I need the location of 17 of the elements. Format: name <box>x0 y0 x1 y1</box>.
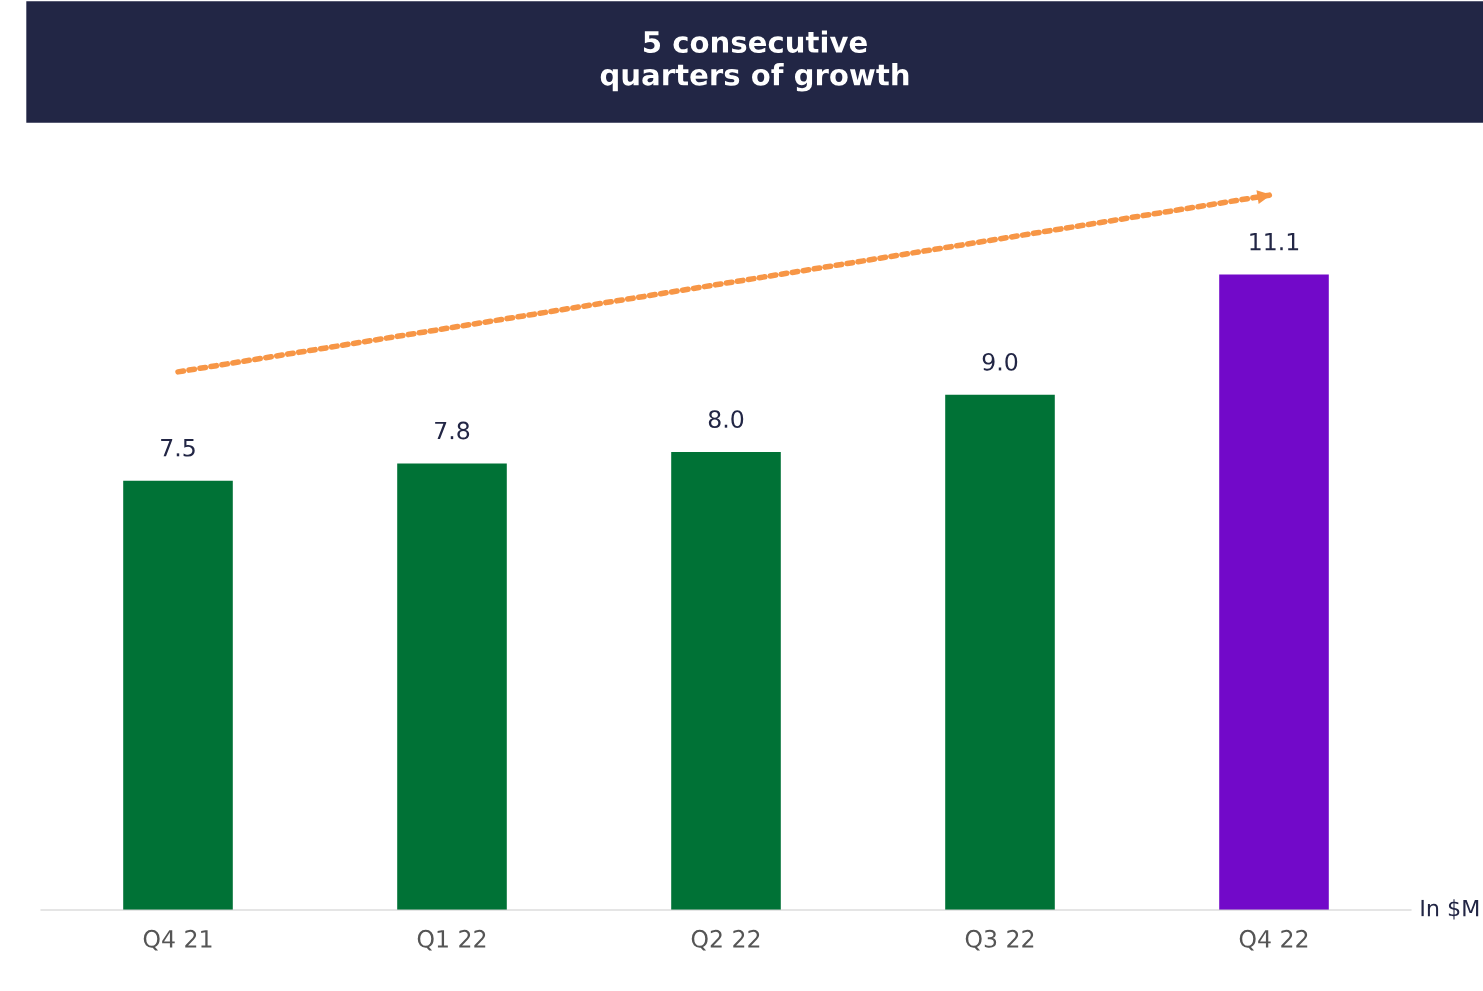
bar <box>1219 274 1329 910</box>
chart-title: 5 consecutive quarters of growth <box>600 30 909 92</box>
bar <box>945 394 1055 910</box>
x-tick-label: Q1 22 <box>417 929 486 951</box>
data-label: 8.0 <box>708 410 744 428</box>
x-tick-label: Q4 22 <box>1239 929 1308 951</box>
bar <box>397 463 507 910</box>
data-label: 7.5 <box>161 439 195 457</box>
data-label: 7.8 <box>435 421 470 440</box>
x-tick-label: Q2 22 <box>691 929 760 951</box>
bar <box>123 480 233 910</box>
text: In $M <box>1421 899 1479 920</box>
data-label: 9.0 <box>982 352 1018 371</box>
x-tick-label: Q4 21 <box>143 929 212 951</box>
x-tick-label: Q3 22 <box>965 929 1034 951</box>
bar <box>671 452 781 910</box>
data-label: 11.1 <box>1250 232 1299 251</box>
